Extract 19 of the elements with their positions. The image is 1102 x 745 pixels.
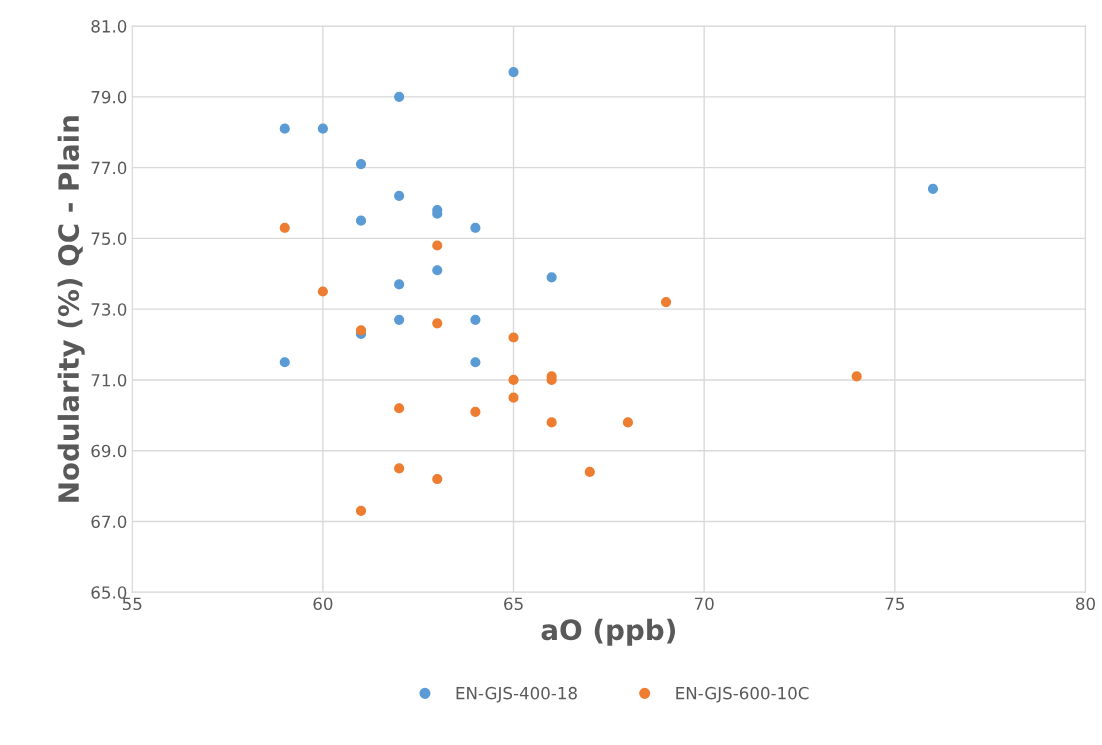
x-tick-label: 80 (1076, 597, 1095, 611)
x-axis-title: aO (ppb) (541, 618, 675, 646)
y-tick-label: 69.0 (91, 444, 127, 458)
x-tick-label: 55 (122, 597, 142, 611)
x-tick-label: 75 (885, 597, 904, 611)
y-tick-label: 73.0 (91, 303, 127, 316)
y-tick-label: 65.0 (91, 586, 127, 599)
legend-label: EN-GJS-400-18 (456, 686, 577, 703)
y-tick-label: 67.0 (91, 515, 127, 529)
y-tick-label: 75.0 (91, 232, 127, 245)
y-tick-label: 81.0 (91, 20, 127, 33)
x-tick-label: 60 (313, 597, 333, 611)
y-tick-label: 79.0 (91, 90, 127, 104)
y-tick-label: 77.0 (91, 161, 127, 175)
x-tick-label: 70 (694, 597, 714, 611)
y-axis-title: Nodularity (%) QC - Plain (57, 116, 85, 502)
x-tick-label: 65 (504, 597, 523, 611)
legend-label: EN-GJS-600-10C (676, 686, 809, 703)
y-tick-label: 71.0 (91, 373, 127, 387)
